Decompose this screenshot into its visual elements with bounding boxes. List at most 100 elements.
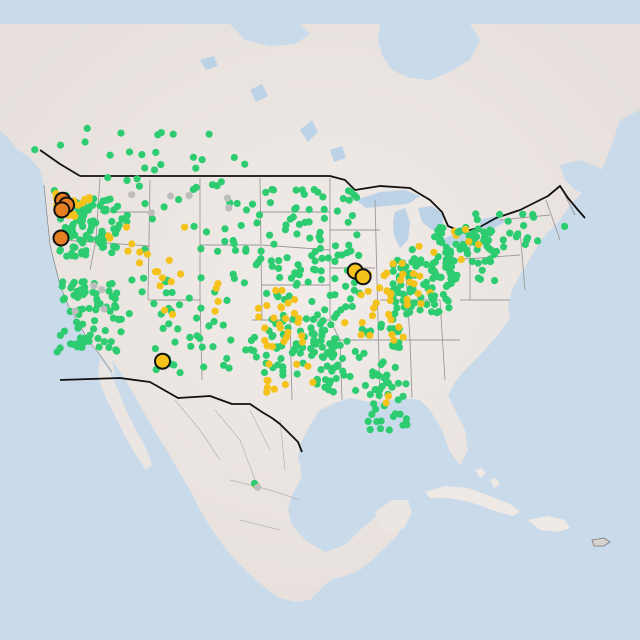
station-point-green[interactable] (242, 206, 251, 214)
station-point-green[interactable] (150, 300, 158, 308)
station-point-green[interactable] (296, 349, 304, 357)
station-point-green[interactable] (351, 347, 359, 356)
station-point-green[interactable] (70, 291, 78, 299)
station-point-green[interactable] (231, 246, 240, 254)
station-point-green[interactable] (305, 218, 313, 226)
station-point-green[interactable] (343, 337, 351, 345)
station-point-green[interactable] (101, 207, 110, 215)
station-point-green[interactable] (443, 256, 451, 264)
station-point-green[interactable] (366, 390, 374, 399)
station-point-green[interactable] (237, 221, 245, 230)
station-point-green[interactable] (452, 240, 460, 248)
station-point-green[interactable] (391, 363, 399, 371)
station-point-green[interactable] (427, 292, 435, 300)
station-point-green[interactable] (327, 321, 335, 329)
station-point-green[interactable] (292, 281, 300, 289)
station-point-yellow[interactable] (278, 286, 286, 295)
station-point-green[interactable] (534, 237, 542, 245)
station-point-green[interactable] (364, 417, 372, 425)
station-point-yellow[interactable] (263, 388, 271, 396)
station-point-green[interactable] (389, 267, 397, 275)
station-point-green[interactable] (219, 321, 227, 329)
station-point-green[interactable] (346, 372, 354, 381)
station-point-green[interactable] (101, 327, 109, 335)
station-point-green[interactable] (345, 196, 353, 204)
station-point-green[interactable] (95, 343, 103, 351)
station-point-green[interactable] (170, 361, 178, 369)
station-point-green[interactable] (352, 386, 360, 395)
station-point-green[interactable] (468, 257, 476, 266)
station-point-yellow[interactable] (272, 286, 280, 295)
station-point-yellow[interactable] (143, 250, 151, 258)
station-point-green[interactable] (370, 400, 378, 408)
station-point-green[interactable] (315, 233, 323, 241)
station-point-green[interactable] (141, 200, 149, 208)
station-point-yellow[interactable] (281, 380, 289, 389)
station-point-yellow[interactable] (156, 282, 164, 290)
station-point-green[interactable] (205, 322, 213, 330)
station-point-green[interactable] (114, 202, 122, 210)
station-point-green[interactable] (428, 263, 436, 271)
station-point-yellow[interactable] (304, 362, 312, 370)
station-point-green[interactable] (423, 300, 431, 309)
station-point-green[interactable] (342, 303, 350, 311)
station-point-yellow[interactable] (265, 360, 273, 368)
station-point-green[interactable] (275, 264, 283, 272)
station-point-green[interactable] (106, 195, 114, 203)
station-point-green[interactable] (333, 207, 341, 215)
station-point-yellow[interactable] (357, 331, 365, 339)
station-point-green[interactable] (305, 206, 313, 214)
station-point-green[interactable] (319, 353, 327, 362)
station-point-green[interactable] (270, 240, 278, 248)
station-point-yellow[interactable] (416, 272, 424, 280)
station-point-green[interactable] (80, 205, 89, 213)
station-point-green[interactable] (289, 213, 297, 221)
station-point-green[interactable] (420, 280, 428, 289)
station-point-green[interactable] (388, 383, 396, 391)
station-point-green[interactable] (162, 289, 170, 297)
station-point-yellow[interactable] (474, 240, 483, 249)
station-point-green[interactable] (504, 217, 512, 225)
station-point-green[interactable] (186, 333, 194, 341)
station-point-green[interactable] (338, 354, 347, 363)
station-point-green[interactable] (209, 343, 217, 351)
station-point-green[interactable] (473, 216, 481, 224)
station-point-green[interactable] (402, 380, 410, 388)
station-point-yellow[interactable] (465, 237, 473, 246)
station-point-green[interactable] (112, 346, 120, 354)
station-point-gray[interactable] (71, 307, 79, 315)
station-point-green[interactable] (150, 166, 159, 174)
station-point-green[interactable] (331, 242, 340, 250)
station-point-green[interactable] (151, 345, 159, 353)
station-point-green[interactable] (561, 222, 569, 230)
station-point-green[interactable] (318, 343, 326, 351)
station-point-green[interactable] (310, 348, 318, 356)
station-point-green[interactable] (331, 275, 339, 283)
station-point-green[interactable] (299, 343, 307, 351)
station-point-gray[interactable] (98, 286, 106, 294)
station-point-green[interactable] (252, 353, 260, 361)
station-point-green[interactable] (187, 342, 195, 350)
station-point-green[interactable] (408, 246, 416, 254)
station-point-green[interactable] (344, 187, 353, 195)
station-point-green[interactable] (197, 304, 205, 312)
station-point-yellow[interactable] (284, 328, 292, 336)
station-point-yellow[interactable] (399, 333, 407, 341)
station-point-green[interactable] (346, 295, 355, 303)
station-point-yellow[interactable] (395, 323, 403, 331)
station-point-yellow[interactable] (181, 223, 189, 231)
station-point-green[interactable] (416, 259, 424, 267)
station-point-green[interactable] (81, 138, 89, 146)
station-point-green[interactable] (223, 354, 231, 363)
station-point-yellow[interactable] (390, 336, 398, 344)
station-point-yellow[interactable] (368, 312, 377, 320)
station-point-green[interactable] (328, 345, 336, 353)
station-point-green[interactable] (402, 419, 410, 427)
station-point-green[interactable] (230, 153, 238, 162)
station-point-gray[interactable] (128, 191, 136, 199)
station-point-green[interactable] (395, 343, 404, 351)
station-point-green[interactable] (290, 346, 298, 354)
station-point-green[interactable] (500, 243, 508, 251)
station-point-green[interactable] (176, 369, 184, 377)
station-point-green[interactable] (105, 343, 113, 352)
